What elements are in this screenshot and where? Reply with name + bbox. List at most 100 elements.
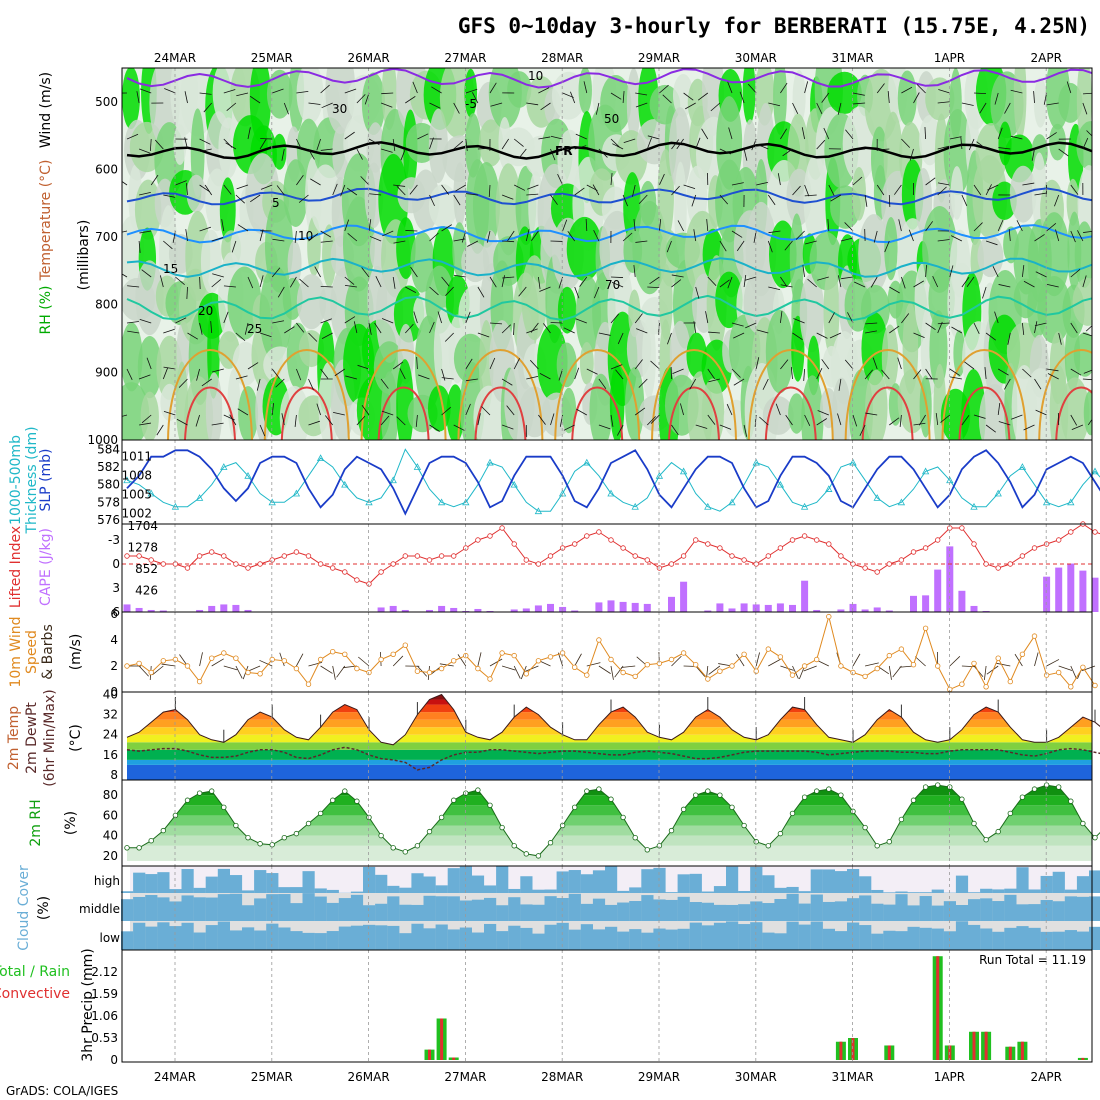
thickness-point bbox=[510, 480, 518, 488]
rh-point bbox=[148, 838, 154, 844]
wind-barb bbox=[381, 410, 394, 416]
wind-barb bbox=[272, 88, 284, 94]
wind-barb bbox=[381, 92, 394, 95]
rh-blob bbox=[186, 174, 206, 213]
lifted-point bbox=[644, 557, 650, 563]
wind-barb bbox=[413, 311, 418, 324]
wind-barb bbox=[877, 148, 890, 151]
wind-barb bbox=[368, 219, 372, 232]
cloud-cell bbox=[968, 892, 981, 893]
wind-barb bbox=[321, 332, 333, 339]
wind-barb bbox=[574, 286, 580, 299]
wind-barb bbox=[780, 128, 788, 140]
wind-barb bbox=[405, 230, 418, 232]
wind-barb bbox=[150, 174, 159, 186]
cloud-cell bbox=[859, 876, 872, 893]
date-label-top: 28MAR bbox=[541, 51, 583, 65]
cape-bar bbox=[910, 595, 917, 612]
cloud-cell bbox=[133, 922, 146, 950]
wind-barb bbox=[276, 185, 285, 196]
cloud-cell bbox=[532, 904, 545, 921]
rh-point bbox=[620, 814, 626, 821]
wind-speed-point bbox=[208, 655, 215, 661]
rh-ytick: 40 bbox=[103, 829, 118, 843]
wind-barb bbox=[429, 424, 440, 432]
cape-ytick-left: 3 bbox=[112, 581, 120, 595]
cloud-cell bbox=[689, 902, 702, 921]
precip-ytick: 0.53 bbox=[91, 1031, 118, 1045]
wind-barb bbox=[837, 275, 842, 288]
cape-bar bbox=[1079, 570, 1087, 612]
wind-barb bbox=[707, 414, 716, 425]
rh-blob bbox=[272, 133, 287, 170]
date-label-bottom: 29MAR bbox=[638, 1070, 680, 1084]
wind-barb bbox=[937, 101, 950, 104]
wind-barb bbox=[225, 142, 237, 150]
wind-barb bbox=[538, 414, 546, 425]
wind-barb bbox=[429, 321, 435, 334]
rh-point bbox=[572, 804, 578, 811]
cloud-cell bbox=[423, 895, 436, 921]
rh-blob bbox=[897, 70, 917, 126]
thickness-point bbox=[970, 502, 978, 510]
wind-barb bbox=[298, 194, 309, 203]
cloud-cell bbox=[980, 898, 993, 921]
temp-contour-30 bbox=[474, 386, 527, 440]
wind-speed-point bbox=[342, 651, 348, 657]
wind-barb bbox=[488, 184, 491, 198]
lifted-point bbox=[801, 533, 808, 539]
wind-barb bbox=[937, 182, 950, 186]
wind-barb bbox=[501, 194, 514, 200]
wind-barb bbox=[550, 322, 563, 324]
cloud-cell bbox=[931, 905, 944, 921]
wind-barb bbox=[501, 138, 510, 150]
cape-bar bbox=[970, 605, 978, 612]
rh-blob bbox=[742, 68, 756, 125]
wind-barb bbox=[320, 285, 333, 288]
y-axis-label: 3hr Precip (mm) bbox=[80, 948, 96, 1061]
wind-barb bbox=[756, 329, 769, 334]
wind-barb bbox=[888, 194, 891, 208]
surface-wind-barb bbox=[708, 665, 721, 675]
lifted-point bbox=[789, 537, 796, 543]
thickness-point bbox=[607, 489, 615, 497]
wind-barb bbox=[296, 322, 305, 333]
rh-ytick: 60 bbox=[103, 808, 118, 822]
y-axis-label: (°C) bbox=[68, 724, 84, 752]
lifted-point bbox=[959, 525, 965, 531]
wind-barb bbox=[1083, 230, 1092, 233]
wind-barb bbox=[156, 424, 164, 436]
wind-barb bbox=[1034, 234, 1045, 242]
dewpoint-line bbox=[126, 746, 1100, 771]
surface-wind-barb bbox=[961, 665, 976, 668]
cloud-cell bbox=[980, 888, 993, 893]
wind-barb bbox=[731, 230, 743, 238]
surface-wind-barb bbox=[138, 665, 149, 677]
date-label-bottom: 1APR bbox=[934, 1070, 965, 1084]
wind-speed-point bbox=[910, 662, 917, 668]
wind-barb bbox=[345, 375, 358, 380]
wind-barb bbox=[785, 414, 793, 426]
lifted-point bbox=[305, 553, 312, 559]
wind-barb bbox=[445, 286, 454, 296]
rh-band bbox=[127, 795, 1092, 806]
rh-blob bbox=[137, 335, 162, 399]
surface-wind-barb bbox=[501, 665, 516, 671]
cloud-cell bbox=[1016, 867, 1029, 893]
wind-barb bbox=[937, 186, 947, 196]
cape-bar bbox=[849, 603, 857, 612]
wind-barb bbox=[949, 368, 961, 376]
wind-barb bbox=[611, 281, 624, 288]
surface-wind-barb bbox=[780, 665, 794, 671]
wind-speed-point bbox=[160, 658, 166, 664]
cloud-cell bbox=[738, 904, 751, 921]
cloud-cell bbox=[665, 892, 678, 893]
wind-barb bbox=[873, 230, 878, 243]
rh-blob bbox=[972, 155, 1008, 239]
wind-barb bbox=[680, 403, 684, 416]
wind-barb bbox=[361, 404, 370, 416]
cloud-cell bbox=[774, 933, 787, 950]
cloud-cell bbox=[229, 930, 243, 950]
wind-speed-point bbox=[620, 669, 626, 676]
rh-blob bbox=[1023, 368, 1059, 440]
